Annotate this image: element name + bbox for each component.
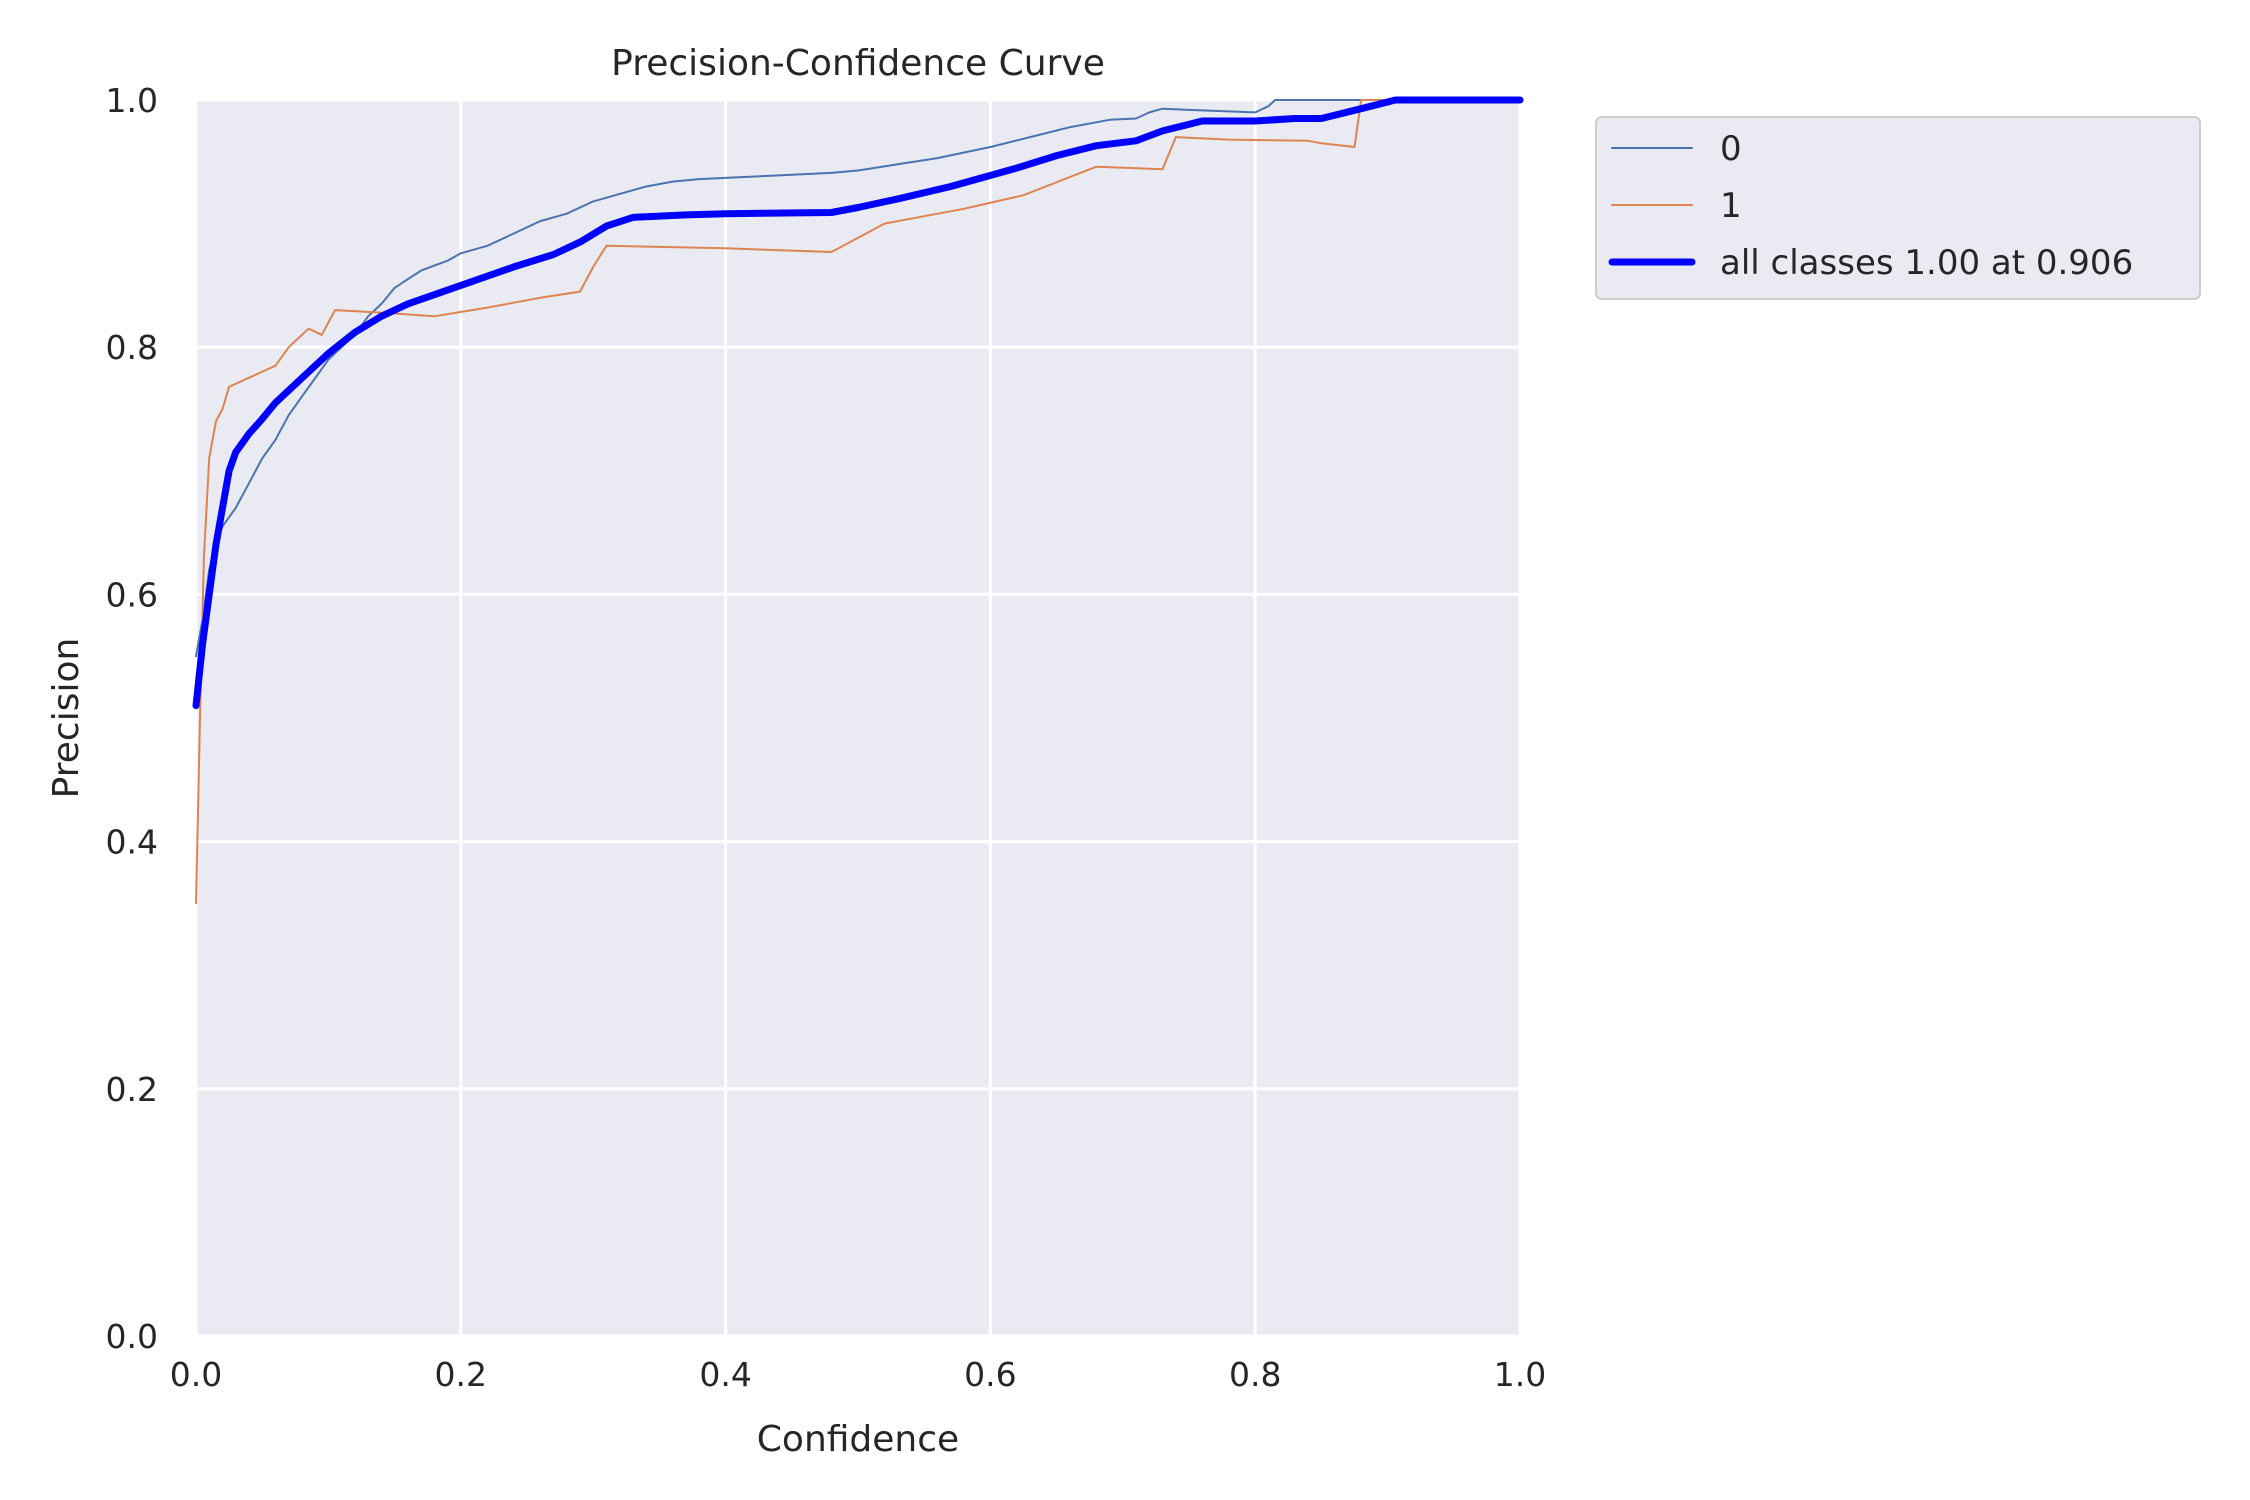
x-axis-ticks: 0.0 0.2 0.4 0.6 0.8 1.0 bbox=[170, 1355, 1546, 1394]
legend-label-2: all classes 1.00 at 0.906 bbox=[1720, 243, 2133, 283]
chart-title: Precision-Confidence Curve bbox=[611, 43, 1105, 84]
series-line-0 bbox=[195, 99, 1521, 658]
y-axis-ticks: 0.0 0.2 0.4 0.6 0.8 1.0 bbox=[106, 81, 158, 1356]
x-tick-label: 0.6 bbox=[964, 1355, 1016, 1394]
y-tick-label: 0.4 bbox=[106, 823, 158, 862]
y-axis-label: Precision bbox=[46, 638, 87, 799]
legend: 0 1 all classes 1.00 at 0.906 bbox=[1595, 116, 2201, 300]
x-tick-label: 0.8 bbox=[1229, 1355, 1281, 1394]
y-tick-label: 1.0 bbox=[106, 81, 158, 120]
x-tick-label: 1.0 bbox=[1494, 1355, 1546, 1394]
grid-lines bbox=[194, 98, 1522, 1338]
y-tick-label: 0.6 bbox=[106, 575, 158, 614]
legend-label-1: 1 bbox=[1720, 186, 1742, 226]
plot-area bbox=[196, 100, 1520, 1336]
series-lines bbox=[192, 96, 1524, 905]
y-tick-label: 0.0 bbox=[106, 1317, 158, 1356]
x-tick-label: 0.4 bbox=[699, 1355, 751, 1394]
legend-label-0: 0 bbox=[1720, 129, 1742, 169]
series-line-1 bbox=[195, 99, 1521, 905]
x-tick-label: 0.2 bbox=[435, 1355, 487, 1394]
x-axis-label: Confidence bbox=[757, 1419, 959, 1460]
x-tick-label: 0.0 bbox=[170, 1355, 222, 1394]
series-line-2 bbox=[192, 96, 1524, 710]
y-tick-label: 0.2 bbox=[106, 1070, 158, 1109]
legend-frame bbox=[1595, 116, 2201, 300]
y-tick-label: 0.8 bbox=[106, 328, 158, 367]
